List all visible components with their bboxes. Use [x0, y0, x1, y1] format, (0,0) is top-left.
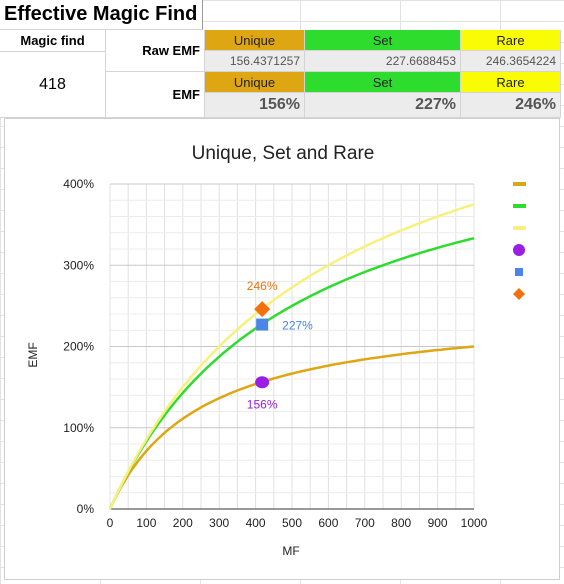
- rare-marker-label: 246%: [247, 279, 278, 293]
- y-tick-label: 200%: [63, 340, 94, 354]
- x-tick-label: 0: [107, 516, 114, 530]
- y-axis-label: EMF: [26, 342, 40, 367]
- x-tick-label: 1000: [461, 516, 488, 530]
- chart-legend: [513, 182, 526, 300]
- emf-chart: Unique, Set and Rare 0 100 200 300 400 500 600…: [26, 143, 526, 558]
- unique-line: [108, 345, 475, 510]
- x-tick-label: 500: [282, 516, 302, 530]
- magic-find-label: Magic find: [0, 30, 106, 52]
- raw-rare-value: 246.3654224: [461, 51, 561, 72]
- raw-unique-value: 156.4371257: [205, 51, 305, 72]
- raw-rare-header: Rare: [461, 30, 561, 51]
- y-axis-ticks: 0% 100% 200% 300% 400%: [63, 177, 94, 516]
- emf-label: EMF: [106, 72, 205, 118]
- x-tick-label: 100: [136, 516, 156, 530]
- y-tick-label: 400%: [63, 177, 94, 191]
- x-axis-ticks: 0 100 200 300 400 500 600 700 800 900 1000: [107, 516, 488, 530]
- emf-set-header: Set: [305, 72, 461, 93]
- y-tick-label: 0%: [77, 502, 95, 516]
- raw-set-header: Set: [305, 30, 461, 51]
- x-tick-label: 400: [246, 516, 266, 530]
- legend-circle-swatch: [513, 244, 525, 256]
- emf-rare-value: 246%: [461, 93, 561, 118]
- x-tick-label: 600: [318, 516, 338, 530]
- rare-line: [108, 203, 475, 510]
- legend-line-swatch: [513, 226, 526, 230]
- emf-unique-header: Unique: [205, 72, 305, 93]
- set-marker: [256, 318, 269, 331]
- magic-find-value[interactable]: 418: [0, 52, 106, 118]
- emf-rare-header: Rare: [461, 72, 561, 93]
- chart-panel[interactable]: Unique, Set and Rare 0 100 200 300 400 500 600…: [4, 118, 560, 580]
- set-line: [108, 236, 475, 510]
- legend-line-swatch: [513, 204, 526, 208]
- x-tick-label: 200: [173, 516, 193, 530]
- chart-title: Unique, Set and Rare: [192, 143, 375, 164]
- emf-set-value: 227%: [305, 93, 461, 118]
- y-tick-label: 100%: [63, 421, 94, 435]
- unique-marker-label: 156%: [247, 397, 278, 411]
- raw-unique-header: Unique: [205, 30, 305, 51]
- x-tick-label: 800: [391, 516, 411, 530]
- y-tick-label: 300%: [63, 258, 94, 272]
- rare-marker: [254, 301, 271, 318]
- emf-unique-value: 156%: [205, 93, 305, 118]
- raw-set-value: 227.6688453: [305, 51, 461, 72]
- chart-markers: 156% 227% 246%: [247, 279, 313, 411]
- raw-emf-label: Raw EMF: [106, 30, 205, 72]
- sheet-title: Effective Magic Find: [0, 0, 203, 30]
- legend-line-swatch: [513, 182, 526, 186]
- x-tick-label: 700: [355, 516, 375, 530]
- x-axis-label: MF: [282, 544, 299, 558]
- chart-series: [108, 203, 475, 510]
- chart-grid: [109, 183, 475, 510]
- set-marker-label: 227%: [282, 319, 313, 333]
- x-tick-label: 900: [428, 516, 448, 530]
- legend-square-swatch: [515, 268, 523, 276]
- unique-marker: [255, 376, 270, 389]
- x-tick-label: 300: [209, 516, 229, 530]
- legend-diamond-swatch: [513, 288, 525, 300]
